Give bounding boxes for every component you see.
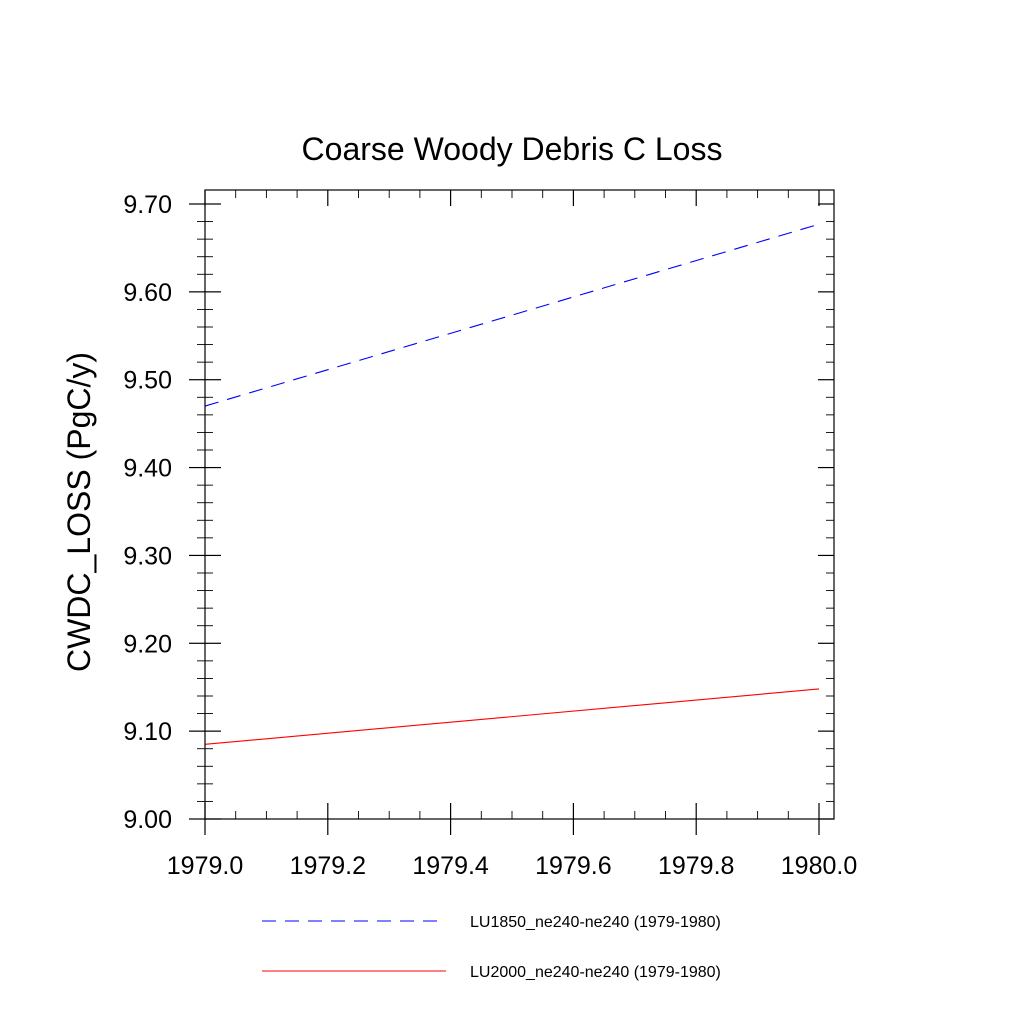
y-tick-label: 9.00 <box>123 806 172 834</box>
x-tick-label: 1980.0 <box>781 852 857 880</box>
x-tick-label: 1979.6 <box>535 852 611 880</box>
x-tick-label: 1979.8 <box>658 852 734 880</box>
y-tick-label: 9.20 <box>123 630 172 658</box>
plot-frame <box>204 189 835 820</box>
legend: LU1850_ne240-ne240 (1979-1980) LU2000_ne2… <box>262 914 721 981</box>
y-tick-label: 9.30 <box>123 542 172 570</box>
y-tick-label: 9.10 <box>123 718 172 746</box>
series-line-2 <box>204 688 820 745</box>
x-tick-label: 1979.4 <box>412 852 489 880</box>
y-tick-label: 9.40 <box>123 455 172 483</box>
x-tick-label: 1979.0 <box>167 852 243 880</box>
chart-title: Coarse Woody Debris C Loss <box>302 131 723 167</box>
y-axis-label: CWDC_LOSS (PgC/y) <box>61 352 97 672</box>
legend-label: LU2000_ne240-ne240 (1979-1980) <box>470 964 721 981</box>
y-tick-label: 9.70 <box>123 191 172 219</box>
axis-ticks <box>189 190 834 835</box>
y-tick-label: 9.50 <box>123 367 172 395</box>
y-tick-label: 9.60 <box>123 279 172 307</box>
series-layer <box>204 223 820 745</box>
legend-label: LU1850_ne240-ne240 (1979-1980) <box>470 914 721 931</box>
x-tick-label: 1979.2 <box>290 852 366 880</box>
series-line-1 <box>204 223 820 407</box>
y-tick-labels: 9.00 9.10 9.20 9.30 9.40 9.50 9.60 9.70 <box>123 191 172 834</box>
x-tick-labels: 1979.0 1979.2 1979.4 1979.6 1979.8 1980.0 <box>167 852 857 880</box>
